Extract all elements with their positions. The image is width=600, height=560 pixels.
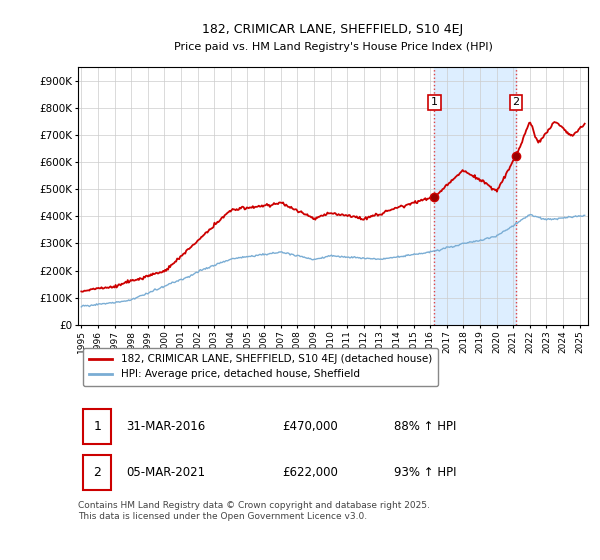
Text: 182, CRIMICAR LANE, SHEFFIELD, S10 4EJ: 182, CRIMICAR LANE, SHEFFIELD, S10 4EJ <box>202 24 464 36</box>
Text: 1: 1 <box>93 420 101 433</box>
FancyBboxPatch shape <box>83 455 111 490</box>
Text: £622,000: £622,000 <box>282 466 338 479</box>
FancyBboxPatch shape <box>83 409 111 444</box>
Text: Contains HM Land Registry data © Crown copyright and database right 2025.
This d: Contains HM Land Registry data © Crown c… <box>78 501 430 521</box>
Text: Price paid vs. HM Land Registry's House Price Index (HPI): Price paid vs. HM Land Registry's House … <box>173 41 493 52</box>
Text: 2: 2 <box>512 97 520 108</box>
Text: £470,000: £470,000 <box>282 420 338 433</box>
Text: 93% ↑ HPI: 93% ↑ HPI <box>394 466 457 479</box>
Text: 31-MAR-2016: 31-MAR-2016 <box>127 420 206 433</box>
Text: 2: 2 <box>93 466 101 479</box>
Text: 05-MAR-2021: 05-MAR-2021 <box>127 466 206 479</box>
Text: 1: 1 <box>431 97 438 108</box>
Bar <box>434 67 516 325</box>
Text: 88% ↑ HPI: 88% ↑ HPI <box>394 420 457 433</box>
Legend: 182, CRIMICAR LANE, SHEFFIELD, S10 4EJ (detached house), HPI: Average price, det: 182, CRIMICAR LANE, SHEFFIELD, S10 4EJ (… <box>83 348 438 386</box>
